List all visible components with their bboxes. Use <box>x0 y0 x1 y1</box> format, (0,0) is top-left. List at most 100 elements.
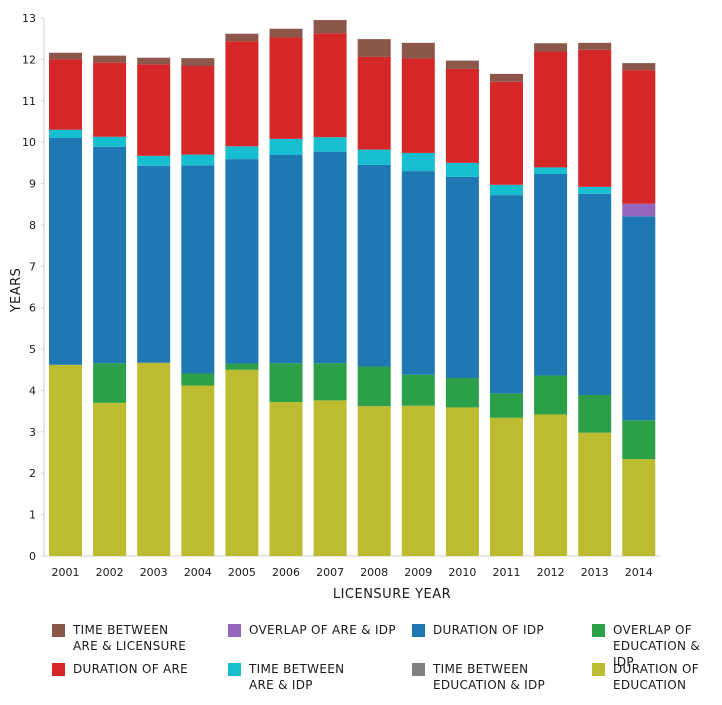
bar-segment <box>401 171 435 375</box>
bar-segment <box>490 73 523 82</box>
bar-segment <box>445 378 479 408</box>
y-tick-label: 12 <box>22 53 36 66</box>
bar-segment <box>137 57 171 65</box>
bar-segment <box>534 51 568 168</box>
x-tick-label: 2008 <box>360 566 388 579</box>
bar-segment <box>137 64 171 156</box>
bar-segment <box>578 395 612 433</box>
x-tick-label: 2002 <box>96 566 124 579</box>
bar-segment <box>181 154 215 166</box>
bar-segment <box>357 366 391 407</box>
y-tick-label: 7 <box>29 260 36 273</box>
bar-segment <box>181 66 215 155</box>
bar-segment <box>578 193 612 396</box>
bar-segment <box>49 364 82 556</box>
bar-segment <box>269 28 303 38</box>
x-tick-label: 2014 <box>625 566 653 579</box>
bar-segment <box>490 393 523 418</box>
bar-segment <box>622 203 656 217</box>
x-tick-label: 2013 <box>581 566 609 579</box>
y-tick-label: 9 <box>29 178 36 191</box>
bar-segment <box>490 81 523 185</box>
x-tick-label: 2007 <box>316 566 344 579</box>
bar-segment <box>622 63 656 71</box>
bar-segment <box>534 174 568 376</box>
y-tick-label: 2 <box>29 467 36 480</box>
bar-segment <box>225 159 259 364</box>
bar-segment <box>137 155 171 166</box>
bar-segment <box>93 363 127 403</box>
x-tick-label: 2010 <box>448 566 476 579</box>
bar-group <box>49 20 656 556</box>
x-tick-label: 2009 <box>404 566 432 579</box>
bar-segment <box>578 432 612 556</box>
bar-segment <box>445 162 479 177</box>
bar-segment <box>534 414 568 556</box>
bar-segment <box>269 363 303 403</box>
bar-segment <box>357 406 391 556</box>
bar-segment <box>534 375 568 415</box>
x-tick-labels: 2001 2002 2003 2004 2005 2006 2007 2008 2009 2010… <box>52 566 653 579</box>
bar-segment <box>445 407 479 556</box>
bar-segment <box>622 216 656 421</box>
bar-segment <box>534 167 568 175</box>
bar-segment <box>490 195 523 394</box>
y-tick-label: 6 <box>29 302 36 315</box>
bar-segment <box>93 62 127 137</box>
bar-segment <box>578 49 612 187</box>
bar-segment <box>357 56 391 150</box>
bar-segment <box>49 59 82 130</box>
bar-segment <box>181 58 215 67</box>
bar-segment <box>181 165 215 374</box>
bar-segment <box>93 402 127 556</box>
x-tick-label: 2006 <box>272 566 300 579</box>
bar-segment <box>137 362 171 556</box>
bar-segment <box>49 138 82 365</box>
y-tick-label: 11 <box>22 95 36 108</box>
bar-segment <box>93 55 127 63</box>
bar-segment <box>401 152 435 172</box>
bar-segment <box>490 417 523 556</box>
y-axis-title: YEARS <box>9 268 24 314</box>
bar-segment <box>357 39 391 57</box>
bar-segment <box>313 151 347 364</box>
y-tick-label: 1 <box>29 509 36 522</box>
bar-segment <box>93 136 127 147</box>
x-tick-label: 2003 <box>140 566 168 579</box>
bar-segment <box>578 42 612 50</box>
bar-segment <box>225 41 259 147</box>
bar-segment <box>313 363 347 401</box>
bar-segment <box>357 164 391 367</box>
bar-segment <box>225 33 259 42</box>
y-tick-label: 13 <box>22 12 36 25</box>
bar-segment <box>313 33 347 138</box>
bar-segment <box>622 459 656 556</box>
bar-segment <box>269 37 303 139</box>
bar-segment <box>313 20 347 34</box>
bar-segment <box>401 405 435 556</box>
y-tick-label: 5 <box>29 343 36 356</box>
bar-segment <box>445 60 479 69</box>
bar-segment <box>225 369 259 556</box>
y-tick-label: 0 <box>29 550 36 563</box>
bar-segment <box>401 374 435 406</box>
bar-segment <box>225 146 259 160</box>
x-tick-label: 2012 <box>537 566 565 579</box>
bar-segment <box>445 68 479 163</box>
bar-segment <box>269 154 303 364</box>
bar-segment <box>49 129 82 139</box>
bar-segment <box>225 363 259 370</box>
bar-segment <box>490 184 523 196</box>
bar-segment <box>357 149 391 165</box>
bar-segment <box>401 42 435 59</box>
chart-axes <box>43 18 660 557</box>
bar-segment <box>445 176 479 379</box>
bar-segment <box>622 70 656 204</box>
y-tick-label: 4 <box>29 384 36 397</box>
bar-segment <box>49 52 82 60</box>
y-tick-label: 10 <box>22 136 36 149</box>
x-tick-label: 2001 <box>52 566 80 579</box>
bar-segment <box>137 165 171 363</box>
